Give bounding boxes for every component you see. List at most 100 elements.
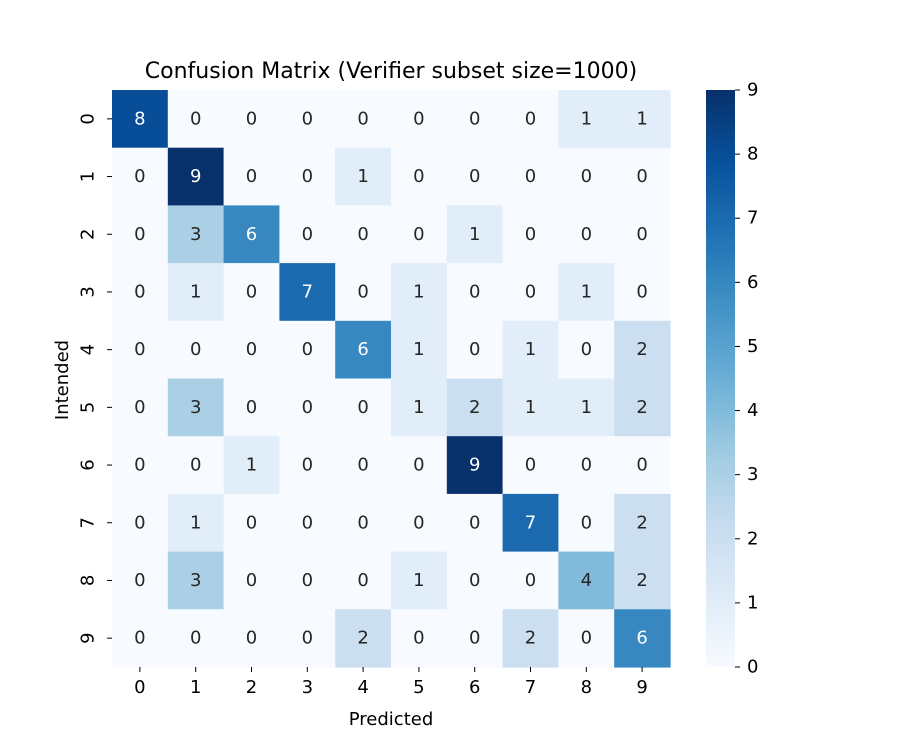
- cell-value-label: 2: [525, 628, 536, 649]
- cell-value-label: 0: [581, 339, 592, 360]
- colorbar-tick-label: 4: [747, 400, 758, 421]
- heatmap-cell-r6-c0: [112, 436, 169, 495]
- cell-value-label: 3: [190, 224, 201, 245]
- cell-value-label: 0: [469, 570, 480, 591]
- cell-value-label: 0: [357, 108, 368, 129]
- heatmap-cell-r3-c6: [446, 263, 504, 322]
- cell-value-label: 0: [134, 166, 145, 187]
- heatmap-cell-r8-c8: [558, 551, 615, 610]
- cell-value-label: 4: [581, 570, 592, 591]
- cell-value-label: 0: [246, 108, 257, 129]
- heatmap-cell-r4-c5: [391, 320, 448, 380]
- cell-value-label: 0: [246, 570, 257, 591]
- heatmap-cell-r4-c3: [279, 320, 336, 380]
- heatmap-cell-r0-c9: [614, 90, 671, 149]
- cell-value-label: 0: [525, 224, 536, 245]
- heatmap-cell-r6-c5: [391, 436, 448, 495]
- heatmap-cell-r4-c8: [558, 320, 615, 380]
- x-tick-label: 9: [636, 677, 647, 698]
- heatmap-cell-r0-c6: [446, 90, 504, 149]
- heatmap-cell-r6-c8: [558, 436, 615, 495]
- cell-value-label: 0: [302, 108, 313, 129]
- y-tick-label: 0: [78, 113, 99, 124]
- heatmap-cell-r2-c9: [614, 205, 671, 264]
- cell-value-label: 0: [302, 339, 313, 360]
- heatmap-cell-r6-c6: [446, 436, 504, 495]
- heatmap-cell-r1-c7: [502, 147, 559, 206]
- heatmap-cell-r9-c6: [446, 609, 504, 668]
- heatmap-cell-r4-c9: [614, 320, 671, 380]
- cell-value-label: 0: [413, 512, 424, 533]
- heatmap-cell-r0-c1: [167, 90, 225, 149]
- heatmap-cell-r7-c8: [558, 493, 615, 553]
- heatmap-cell-r2-c7: [502, 205, 559, 264]
- heatmap-cell-r7-c9: [614, 493, 671, 553]
- cell-value-label: 1: [190, 281, 201, 302]
- heatmap-cell-r6-c9: [614, 436, 671, 495]
- heatmap-cell-r3-c1: [167, 263, 225, 322]
- heatmap-cell-r8-c9: [614, 551, 671, 610]
- heatmap-cell-r6-c4: [335, 436, 392, 495]
- cell-value-label: 1: [525, 339, 536, 360]
- y-tick-label: 4: [78, 344, 99, 355]
- x-tick-label: 1: [190, 677, 201, 698]
- heatmap-cell-r4-c0: [112, 320, 169, 380]
- cell-value-label: 0: [636, 281, 647, 302]
- cell-value-label: 0: [190, 108, 201, 129]
- heatmap-cell-r9-c7: [502, 609, 559, 668]
- cell-value-label: 1: [190, 512, 201, 533]
- cell-value-label: 0: [357, 455, 368, 476]
- cell-value-label: 0: [134, 628, 145, 649]
- cell-value-label: 0: [413, 224, 424, 245]
- heatmap-cell-r2-c4: [335, 205, 392, 264]
- heatmap-cell-labels: 8 0 0 0 0 0 0 0 1 1 0 9 0 0 1 0 0 0 0 0 0 3 6 0 0 0 1 0 0 0 0 1 0 7 0 1 0 0 1 0…: [134, 108, 648, 648]
- heatmap-cell-r9-c3: [279, 609, 336, 668]
- cell-value-label: 0: [636, 224, 647, 245]
- colorbar-tick-label: 8: [747, 144, 758, 165]
- heatmap-cell-r0-c0: [112, 90, 169, 149]
- heatmap-cell-r7-c2: [223, 493, 280, 553]
- heatmap-cell-r7-c5: [391, 493, 448, 553]
- colorbar-tick-label: 7: [747, 208, 758, 229]
- colorbar-tick-label: 1: [747, 592, 758, 613]
- cell-value-label: 6: [636, 628, 647, 649]
- y-tick-label: 7: [78, 517, 99, 528]
- cell-value-label: 0: [134, 455, 145, 476]
- cell-value-label: 0: [469, 512, 480, 533]
- y-axis-label: Intended: [52, 340, 73, 420]
- cell-value-label: 0: [134, 512, 145, 533]
- heatmap-cell-r3-c8: [558, 263, 615, 322]
- heatmap-cell-r0-c8: [558, 90, 615, 149]
- heatmap-cell-r3-c3: [279, 263, 336, 322]
- heatmap-cell-r4-c2: [223, 320, 280, 380]
- cell-value-label: 0: [357, 570, 368, 591]
- heatmap-cell-r8-c3: [279, 551, 336, 610]
- heatmap-cell-r5-c6: [446, 378, 504, 437]
- cell-value-label: 2: [357, 628, 368, 649]
- cell-value-label: 2: [636, 339, 647, 360]
- cell-value-label: 0: [302, 166, 313, 187]
- chart-title: Confusion Matrix (Verifier subset size=1…: [145, 59, 637, 84]
- heatmap-cell-r2-c8: [558, 205, 615, 264]
- cell-value-label: 1: [581, 281, 592, 302]
- colorbar-tick-label: 0: [747, 657, 758, 678]
- cell-value-label: 8: [134, 108, 145, 129]
- heatmap-cell-r1-c9: [614, 147, 671, 206]
- x-tick-label: 3: [302, 677, 313, 698]
- heatmap-cell-r9-c9: [614, 609, 671, 668]
- cell-value-label: 3: [190, 570, 201, 591]
- cell-value-label: 0: [413, 455, 424, 476]
- heatmap-cell-r4-c1: [167, 320, 225, 380]
- cell-value-label: 0: [413, 108, 424, 129]
- x-tick-label: 6: [469, 677, 480, 698]
- y-tick-label: 5: [78, 402, 99, 413]
- cell-value-label: 0: [469, 108, 480, 129]
- x-tick-label: 0: [134, 677, 145, 698]
- cell-value-label: 1: [581, 397, 592, 418]
- heatmap-cell-r7-c7: [502, 493, 559, 553]
- heatmap-cell-r9-c5: [391, 609, 448, 668]
- heatmap-cell-r6-c1: [167, 436, 225, 495]
- cell-value-label: 0: [636, 455, 647, 476]
